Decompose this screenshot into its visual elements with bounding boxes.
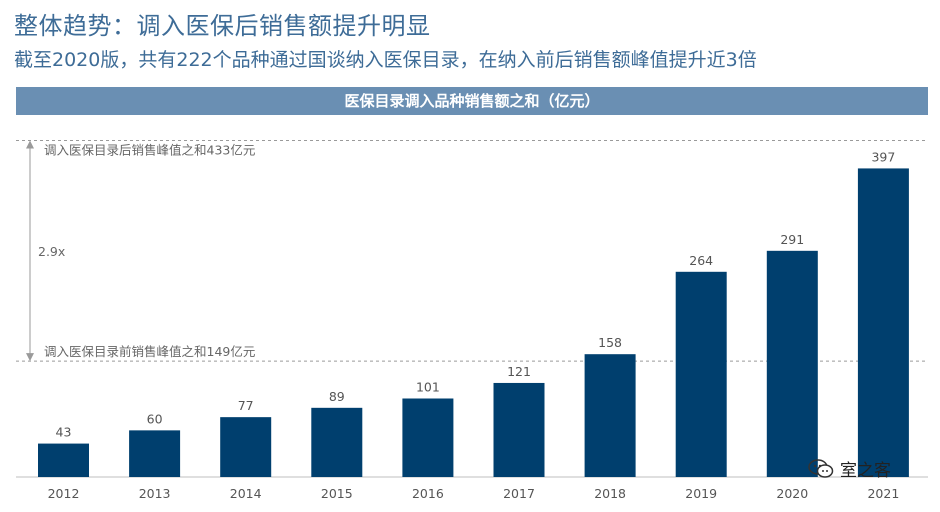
x-tick-label: 2016 [412, 486, 444, 501]
bar [129, 430, 181, 477]
x-tick-label: 2021 [867, 486, 899, 501]
data-label: 77 [238, 398, 254, 413]
chart-title: 医保目录调入品种销售额之和（亿元） [16, 87, 928, 115]
data-label: 264 [689, 253, 713, 268]
wechat-icon [808, 458, 834, 478]
ratio-arrow-head-down [26, 353, 34, 362]
x-tick-label: 2014 [230, 486, 262, 501]
data-label: 60 [147, 411, 163, 426]
lower-annotation-label: 调入医保目录前销售峰值之和149亿元 [44, 344, 255, 359]
x-tick-label: 2020 [776, 486, 808, 501]
bar [38, 443, 89, 477]
data-label: 397 [871, 149, 895, 164]
x-tick-label: 2015 [321, 486, 353, 501]
upper-annotation-label: 调入医保目录后销售峰值之和433亿元 [44, 142, 255, 157]
page-subtitle: 截至2020版，共有222个品种通过国谈纳入医保目录，在纳入前后销售额峰值提升近… [14, 49, 757, 71]
data-label: 101 [416, 379, 440, 394]
x-tick-label: 2012 [48, 486, 80, 501]
x-tick-label: 2018 [594, 486, 626, 501]
bar [311, 407, 363, 477]
data-label: 158 [598, 335, 622, 350]
ratio-label: 2.9x [38, 244, 65, 259]
data-label: 43 [56, 425, 72, 440]
x-tick-label: 2017 [503, 486, 535, 501]
x-tick-label: 2019 [685, 486, 717, 501]
bar [675, 271, 727, 477]
bar [584, 354, 636, 477]
bar [220, 417, 272, 477]
data-label: 89 [329, 389, 345, 404]
page-title: 整体趋势：调入医保后销售额提升明显 [14, 12, 431, 40]
watermark: 室之客 [808, 456, 891, 481]
bar [766, 250, 818, 477]
data-label: 291 [780, 232, 804, 247]
bar [402, 398, 454, 477]
bar [857, 168, 909, 477]
bar [493, 382, 545, 477]
watermark-text: 室之客 [840, 461, 891, 481]
data-label: 121 [507, 364, 531, 379]
x-tick-label: 2013 [139, 486, 171, 501]
ratio-arrow-head-up [26, 140, 34, 149]
